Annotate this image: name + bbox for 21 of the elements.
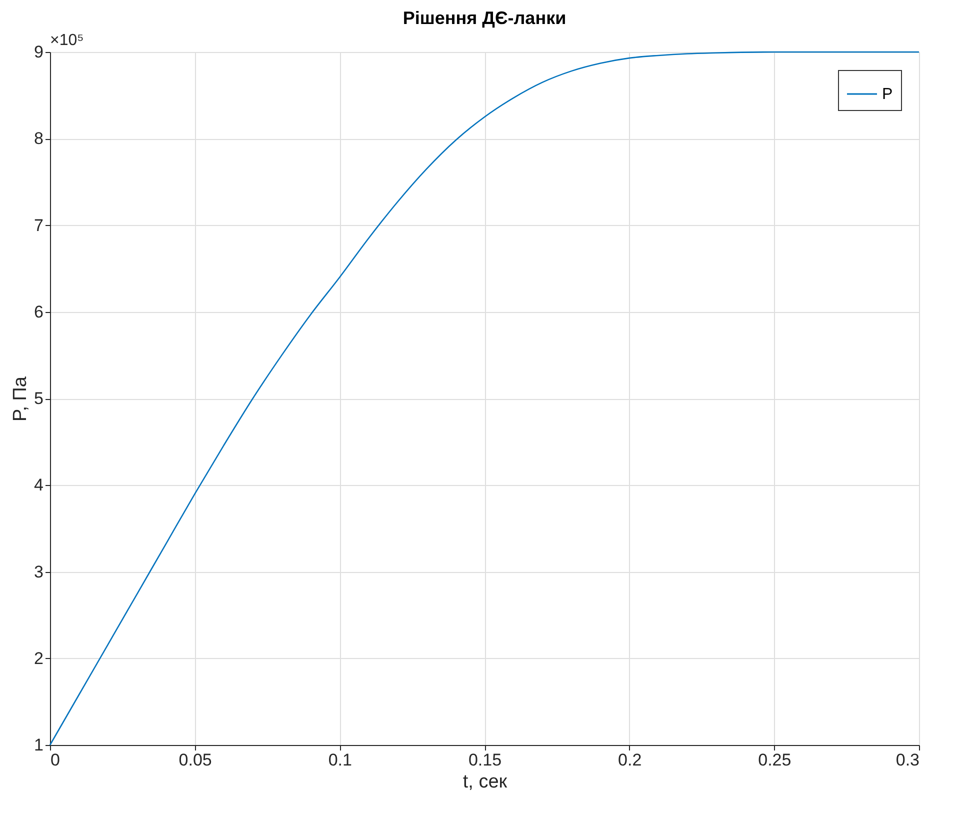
y-tick-label: 6 [34, 302, 44, 322]
x-tick-label: 0.05 [178, 750, 212, 770]
legend-label: P [882, 86, 893, 103]
y-tick-label: 7 [34, 216, 44, 235]
y-tick-label: 9 [34, 42, 44, 62]
x-axis-title: t, сек [462, 772, 508, 792]
y-tick-label: 3 [34, 562, 44, 582]
y-tick-label: 5 [34, 389, 44, 408]
x-tick-label: 0.25 [758, 750, 792, 770]
y-tick-label: 8 [34, 129, 44, 148]
y-axis-title: P, Па [10, 376, 32, 422]
chart-title: Рішення ДЄ-ланки [402, 8, 566, 28]
x-tick-label: 0.1 [328, 750, 352, 770]
y-tick-label: 2 [34, 648, 44, 668]
y-tick-label: 1 [34, 736, 44, 754]
x-tick-label: 0 [50, 750, 60, 770]
text: ×10⁵ [50, 32, 84, 49]
x-tick-label: 0.15 [468, 750, 502, 770]
x-tick-label: 0.2 [618, 750, 642, 770]
x-tick-label: 0.3 [896, 750, 920, 770]
y-tick-label: 4 [34, 476, 44, 495]
